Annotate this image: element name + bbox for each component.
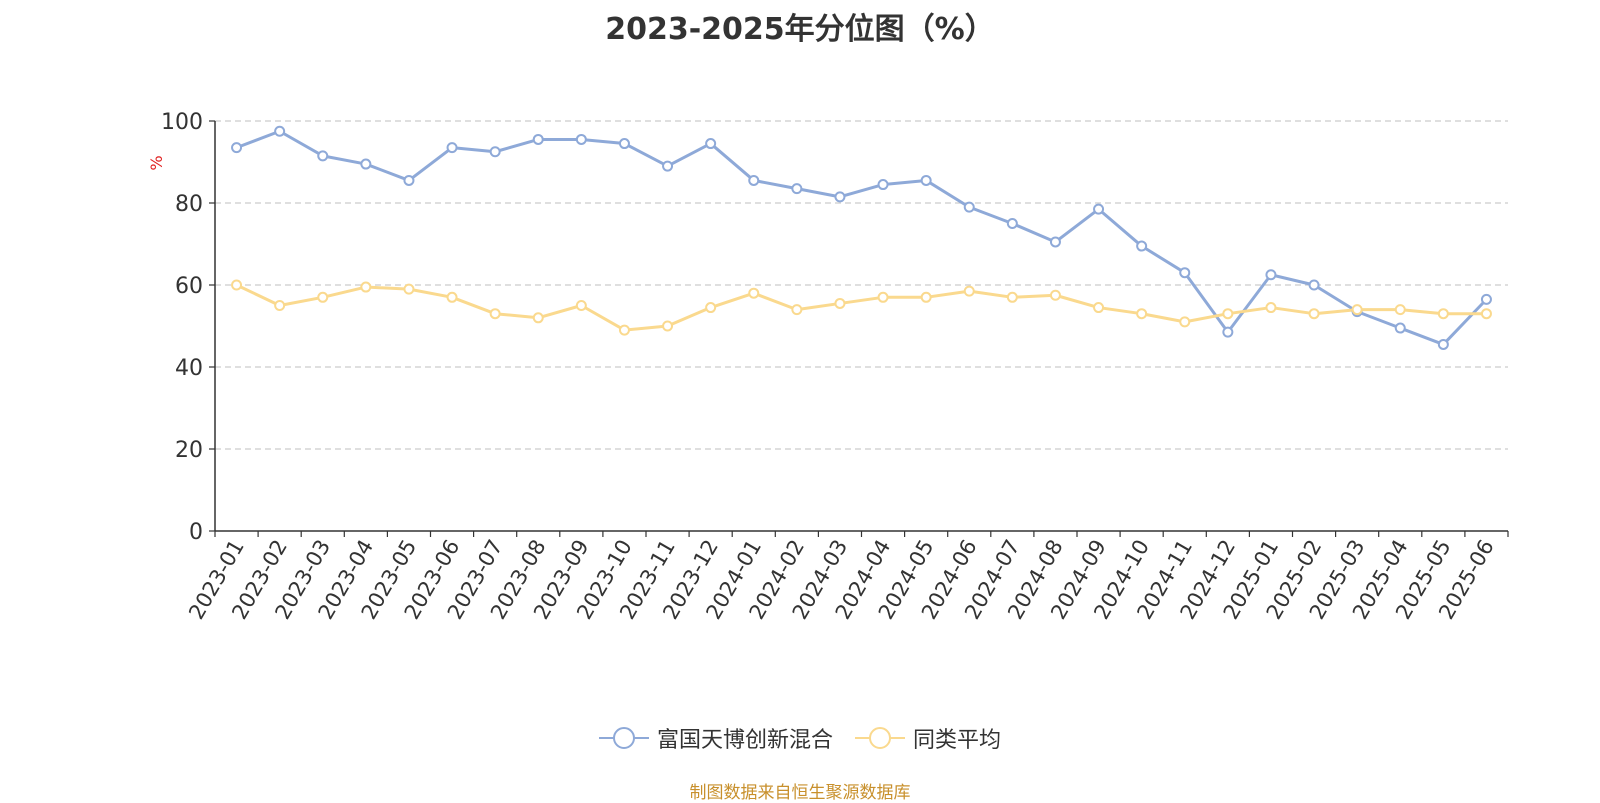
series-1-point-2025-06: [1480, 293, 1492, 305]
series-2-point-2023-04: [360, 281, 372, 293]
source-note: 制图数据来自恒生聚源数据库: [689, 783, 911, 803]
series-1-point-2024-01: [748, 174, 760, 186]
series-2-point-2023-07: [489, 308, 501, 320]
legend-item-series-1[interactable]: 富国天博创新混合: [598, 722, 833, 754]
series-line-2: [235, 283, 1487, 332]
series-2-point-2025-06: [1480, 308, 1492, 320]
series-1-point-2024-08: [1049, 236, 1061, 248]
series-line-1: [236, 129, 1488, 346]
series-2-point-2024-02: [791, 304, 803, 316]
series-1-point-2025-02: [1308, 279, 1320, 291]
series-2-point-2023-06: [446, 291, 458, 303]
series-2-point-2023-10: [618, 324, 630, 336]
series-1-point-2025-04: [1394, 322, 1406, 334]
series-1-point-2024-11: [1179, 267, 1191, 279]
legend: 富国天博创新混合 同类平均: [0, 722, 1600, 754]
y-tick-label-20: 20: [175, 438, 203, 463]
series-1-point-2024-10: [1136, 240, 1148, 252]
series-1-point-2025-01: [1265, 269, 1277, 281]
y-tick-label-80: 80: [175, 192, 203, 217]
series-2-point-2024-11: [1179, 316, 1191, 328]
y-tick-label-0: 0: [189, 520, 203, 545]
series-2-point-2025-03: [1351, 304, 1363, 316]
series-2-point-2024-07: [1006, 291, 1018, 303]
series-1-point-2024-05: [920, 174, 932, 186]
series-2-point-2025-02: [1308, 308, 1320, 320]
legend-swatch-series-1: [598, 726, 649, 750]
grid-layer: [215, 120, 1508, 450]
series-1-point-2023-01: [231, 142, 243, 154]
series-1-point-2024-07: [1006, 218, 1018, 229]
axis-layer: [209, 120, 1509, 537]
series-2-point-2023-11: [662, 320, 674, 332]
series-2-point-2025-04: [1394, 304, 1406, 316]
series-layer: [231, 125, 1492, 350]
series-2-point-2024-09: [1093, 302, 1105, 314]
series-2-point-2025-05: [1437, 308, 1449, 320]
series-1-point-2023-12: [705, 138, 717, 150]
series-1-point-2024-02: [791, 183, 803, 195]
series-1-point-2023-07: [489, 146, 501, 158]
series-2-point-2024-05: [920, 291, 932, 303]
y-tick-label-100: 100: [161, 110, 203, 135]
legend-label-series-2: 同类平均: [913, 728, 1002, 753]
series-2-point-2024-06: [963, 285, 975, 297]
series-2-point-2024-04: [877, 291, 889, 303]
series-2-point-2024-08: [1049, 289, 1061, 301]
y-axis-label: %: [147, 155, 166, 170]
series-1-point-2023-05: [403, 174, 415, 186]
series-1-point-2023-06: [446, 142, 458, 154]
legend-label-series-1: 富国天博创新混合: [656, 728, 833, 753]
series-1-point-2024-03: [834, 191, 846, 203]
series-1-point-2025-05: [1437, 338, 1449, 350]
series-2-point-2024-10: [1136, 308, 1148, 320]
series-2-point-2023-08: [532, 312, 544, 324]
series-1-point-2024-09: [1093, 203, 1105, 215]
series-1-point-2023-04: [360, 158, 372, 170]
legend-item-series-2[interactable]: 同类平均: [855, 722, 1001, 754]
series-1-point-2024-12: [1222, 326, 1234, 338]
series-1-point-2023-03: [317, 150, 329, 162]
series-1-point-2023-02: [274, 125, 286, 137]
y-tick-label-60: 60: [175, 274, 203, 299]
series-1-point-2024-06: [963, 201, 975, 213]
series-1-point-2023-11: [662, 160, 674, 172]
series-2-point-2023-02: [274, 300, 286, 311]
series-2-point-2023-12: [705, 302, 717, 314]
chart-title: 2023-2025年分位图（%）: [605, 12, 995, 47]
series-2-point-2024-01: [748, 287, 760, 299]
series-2-point-2023-01: [231, 279, 243, 291]
series-2-point-2025-01: [1265, 302, 1277, 314]
series-1-point-2023-08: [532, 133, 544, 145]
series-2-point-2023-05: [403, 283, 415, 295]
legend-swatch-series-2: [855, 726, 905, 750]
series-2-point-2023-09: [575, 300, 587, 311]
series-2-point-2024-12: [1222, 308, 1234, 320]
series-1-point-2023-09: [575, 133, 587, 145]
series-1-point-2023-10: [618, 138, 630, 150]
series-2-point-2023-03: [317, 291, 329, 303]
series-2-point-2024-03: [834, 297, 846, 309]
series-1-point-2024-04: [877, 179, 889, 191]
y-tick-label-40: 40: [175, 356, 203, 381]
